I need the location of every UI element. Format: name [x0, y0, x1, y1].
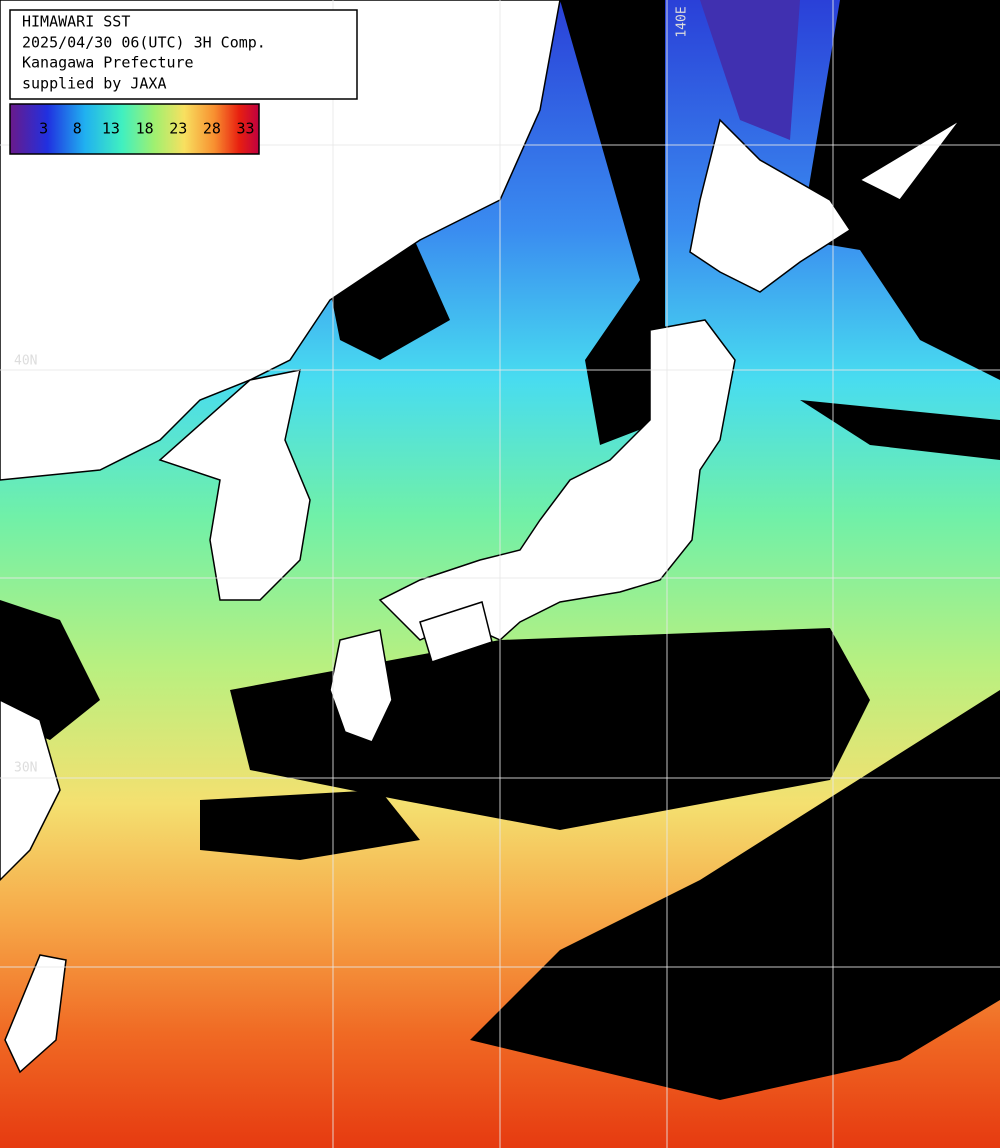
- source-line: supplied by JAXA: [22, 75, 167, 93]
- lat-label: 40N: [14, 354, 37, 369]
- colorbar: 3 8 13 18 23 28 33: [9, 103, 260, 155]
- title-line: HIMAWARI SST: [22, 13, 130, 31]
- lon-label: 140E: [675, 6, 690, 37]
- date-line: 2025/04/30 06(UTC) 3H Comp.: [22, 34, 266, 52]
- info-box: HIMAWARI SST 2025/04/30 06(UTC) 3H Comp.…: [9, 9, 358, 100]
- lat-label: 30N: [14, 761, 37, 776]
- colorbar-tick-label: 23: [169, 120, 187, 138]
- colorbar-ramp: [9, 103, 260, 155]
- colorbar-tick-label: 28: [203, 120, 221, 138]
- org-line: Kanagawa Prefecture: [22, 54, 194, 72]
- colorbar-tick-label: 3: [39, 120, 48, 138]
- colorbar-tick-label: 13: [102, 120, 120, 138]
- colorbar-tick-label: 18: [136, 120, 154, 138]
- colorbar-tick-label: 8: [73, 120, 82, 138]
- colorbar-tick-label: 33: [237, 120, 255, 138]
